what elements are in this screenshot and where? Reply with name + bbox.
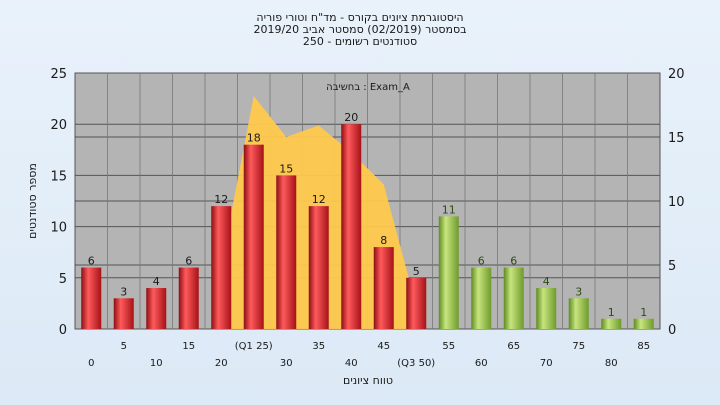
y-tick-label: 15	[50, 169, 67, 184]
bar-value-label: 3	[575, 285, 582, 298]
y-tick-label: 10	[50, 221, 67, 236]
x-tick-label: 30	[280, 358, 293, 369]
bar-value-label: 20	[344, 111, 358, 124]
bar-value-label: 15	[279, 162, 293, 175]
x-tick-label: 75	[572, 341, 585, 352]
y-tick-label: 20	[50, 118, 67, 133]
x-tick-label: 60	[475, 358, 488, 369]
bar-30	[276, 175, 297, 329]
y-tick-label: 5	[59, 272, 67, 287]
bar-value-label: 1	[608, 306, 615, 319]
bar-value-label: 6	[510, 255, 517, 268]
bar-value-label: 18	[247, 132, 261, 145]
x-tick-label: 40	[345, 358, 358, 369]
y2-tick-label: 15	[668, 131, 685, 146]
x-tick-label: 70	[540, 358, 553, 369]
bar-value-label: 1	[640, 306, 647, 319]
bar-70	[536, 288, 557, 329]
chart-title-line-1: היסטוגרמת ציונים בקורס - מד"ח וטורי פורי…	[256, 11, 464, 24]
bar-(Q1 25)	[243, 144, 264, 329]
x-tick-label: 55	[442, 341, 455, 352]
bar-value-label: 3	[120, 285, 127, 298]
chart-title-line-3: סטודנטים רשומים - 250	[302, 35, 418, 48]
bar-5	[113, 298, 134, 329]
bar-(Q3 50)	[406, 277, 427, 329]
x-tick-label: 35	[312, 341, 325, 352]
bar-value-label: 4	[153, 275, 160, 288]
x-tick-label: 85	[637, 341, 650, 352]
y2-tick-label: 0	[668, 323, 676, 338]
bar-value-label: 4	[543, 275, 550, 288]
bar-20	[211, 206, 232, 329]
bar-15	[178, 267, 199, 329]
x-tick-label: 80	[605, 358, 618, 369]
bar-60	[471, 267, 492, 329]
y-axis-label: מספר סטודנטים	[26, 163, 39, 239]
bar-value-label: 5	[413, 265, 420, 278]
bar-value-label: 12	[214, 193, 228, 206]
bar-value-label: 6	[478, 255, 485, 268]
x-tick-label: 45	[377, 341, 390, 352]
y2-tick-label: 20	[668, 67, 685, 82]
bar-35	[308, 206, 329, 329]
bar-value-label: 6	[185, 255, 192, 268]
x-tick-label: 15	[182, 341, 195, 352]
bar-40	[341, 124, 362, 329]
x-tick-label: 0	[88, 358, 94, 369]
x-axis-label: טווח ציונים	[343, 374, 393, 387]
bar-45	[373, 247, 394, 329]
y2-tick-label: 10	[668, 195, 685, 210]
bar-65	[503, 267, 524, 329]
x-tick-label: (Q1 25)	[235, 341, 273, 352]
chart-annotation: בחשיבה : Exam_A	[326, 82, 410, 93]
x-tick-label: 10	[150, 358, 163, 369]
chart-title-line-2: בסמסטר (02/2019) סמסטר אביב 2019/20	[253, 23, 467, 36]
bar-75	[568, 298, 589, 329]
y-tick-label: 0	[59, 323, 67, 338]
bar-value-label: 11	[442, 203, 456, 216]
bar-85	[633, 318, 654, 329]
bar-value-label: 8	[380, 234, 387, 247]
bar-80	[601, 318, 622, 329]
bar-55	[438, 216, 459, 329]
bar-10	[146, 288, 167, 329]
bar-0	[81, 267, 102, 329]
x-tick-label: 5	[121, 341, 127, 352]
y2-tick-label: 5	[668, 259, 676, 274]
x-tick-label: (Q3 50)	[397, 358, 435, 369]
bar-value-label: 6	[88, 255, 95, 268]
y-tick-label: 25	[50, 67, 67, 82]
x-tick-label: 65	[507, 341, 520, 352]
bar-value-label: 12	[312, 193, 326, 206]
x-tick-label: 20	[215, 358, 228, 369]
